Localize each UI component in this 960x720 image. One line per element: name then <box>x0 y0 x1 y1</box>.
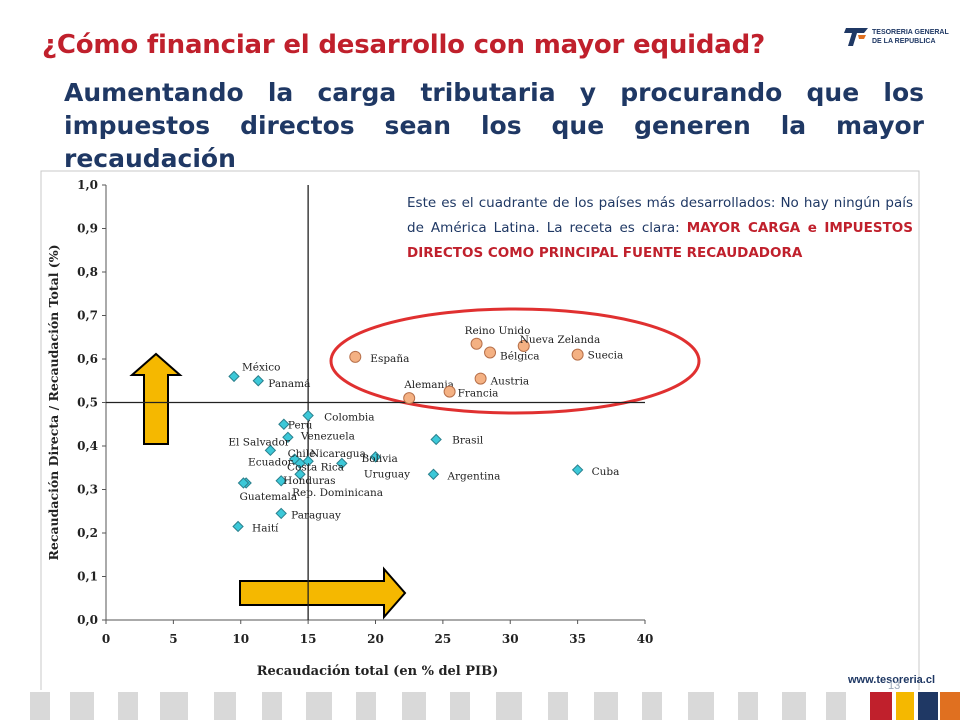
logo-line2: DE LA REPUBLICA <box>872 38 936 45</box>
point-label-austria: Austria <box>490 376 530 388</box>
scatter-chart: 0,0 0,1 0,2 0,3 0,4 0,5 0,6 0,7 0,8 0,9 1,0 0 5 10 15 2… <box>40 170 920 692</box>
logo-icon <box>844 28 868 46</box>
x-tick-label: 35 <box>569 632 586 646</box>
y-tick-label: 0,1 <box>77 570 98 584</box>
footer-url[interactable]: www.tesoreria.cl <box>848 674 936 686</box>
point-label-haiti: Haití <box>252 522 279 534</box>
point-label-nicaragua: Nicaragua <box>310 448 366 460</box>
point-cuba <box>571 464 584 476</box>
y-tick-label: 0,9 <box>77 222 98 236</box>
point-label-brasil: Brasil <box>452 434 484 446</box>
y-tick-label: 0,3 <box>77 483 98 497</box>
point-haiti <box>232 520 244 533</box>
point-suecia <box>571 348 584 361</box>
point-label-reino-unido: Reino Unido <box>465 325 531 337</box>
up-arrow-icon <box>129 352 183 445</box>
point-espana <box>349 350 362 363</box>
point-label-bolivia: Bolivia <box>362 453 398 465</box>
y-tick-label: 0,7 <box>77 309 98 323</box>
point-venezuela <box>282 431 294 444</box>
x-tick-label: 10 <box>232 632 249 646</box>
point-label-argentina: Argentina <box>446 470 500 482</box>
point-francia <box>443 385 456 398</box>
point-label-francia: Francia <box>458 388 499 400</box>
point-paraguay <box>275 507 287 520</box>
point-reino-unido <box>470 337 483 350</box>
page-number: 13 <box>888 680 901 692</box>
point-colombia <box>302 409 314 422</box>
x-tick-label: 20 <box>367 632 384 646</box>
logo-line1: TESORERIA GENERAL <box>872 29 949 36</box>
y-tick-label: 0,4 <box>77 439 98 453</box>
point-label-paraguay: Paraguay <box>291 509 341 521</box>
point-label-costa-rica: Costa Rica <box>287 461 344 473</box>
point-label-uruguay: Uruguay <box>364 468 410 480</box>
point-label-peru: Perú <box>288 419 313 431</box>
chart-svg: 0,0 0,1 0,2 0,3 0,4 0,5 0,6 0,7 0,8 0,9 1,0 0 5 10 15 2… <box>40 170 920 692</box>
axes-layer: 0,0 0,1 0,2 0,3 0,4 0,5 0,6 0,7 0,8 0,9 1,0 0 5 10 15 2… <box>46 178 653 679</box>
point-label-el-salvador: El Salvador <box>228 436 290 448</box>
point-label-rep-dominicana: Rep. Dominicana <box>292 487 383 499</box>
point-label-colombia: Colombia <box>324 412 374 424</box>
point-brasil <box>430 433 442 446</box>
tesoreria-logo: TESORERIA GENERAL DE LA REPUBLICA <box>844 24 949 50</box>
page-subtitle: Aumentando la carga tributaria y procura… <box>64 78 924 173</box>
point-panama <box>252 375 264 387</box>
point-belgica <box>484 346 497 359</box>
x-tick-label: 15 <box>300 632 317 646</box>
point-label-guatemala: Guatemala <box>239 491 297 503</box>
quadrant-annotation: Este es el cuadrante de los países más d… <box>407 191 913 266</box>
point-label-venezuela: Venezuela <box>300 430 355 442</box>
developed-countries-ellipse <box>329 307 701 415</box>
y-tick-label: 0,6 <box>77 352 98 366</box>
x-tick-label: 5 <box>169 632 177 646</box>
y-tick-label: 0,5 <box>77 396 98 410</box>
point-label-cuba: Cuba <box>592 466 620 478</box>
y-tick-label: 0,2 <box>77 526 98 540</box>
point-uruguay <box>336 457 348 470</box>
point-nicaragua <box>302 455 314 467</box>
annotation-highlight: MAYOR CARGA e IMPUESTOS DIRECTOS COMO PR… <box>407 220 913 261</box>
point-label-ecuador: Ecuador <box>248 456 294 468</box>
point-bolivia <box>369 451 382 463</box>
footer-strip <box>0 690 960 720</box>
point-el-salvador <box>264 444 277 457</box>
annotation-text: Este es el cuadrante de los países más d… <box>407 195 913 236</box>
x-axis-label: Recaudación total (en % del PIB) <box>257 664 499 679</box>
point-costa-rica <box>294 468 306 480</box>
point-argentina <box>427 468 440 480</box>
point-label-panama: Panamá <box>268 378 310 390</box>
point-label-honduras: Honduras <box>283 475 335 487</box>
point-label-suecia: Suecia <box>588 350 624 362</box>
x-tick-label: 0 <box>102 632 110 646</box>
point-austria <box>474 372 487 385</box>
point-label-alemania: Alemania <box>403 379 454 391</box>
right-arrow-icon <box>239 566 407 620</box>
x-tick-label: 40 <box>637 632 654 646</box>
point-label-espana: España <box>370 353 409 365</box>
point-guatemala <box>237 477 250 489</box>
point-label-mexico: México <box>242 361 280 373</box>
point-alemania <box>403 392 416 405</box>
point-mexico <box>228 370 240 383</box>
point-label-nueva-zelanda: Nueva Zelanda <box>520 334 601 346</box>
point-peru <box>278 418 290 430</box>
x-tick-label: 30 <box>502 632 519 646</box>
point-honduras <box>275 475 287 487</box>
point-nueva-zelanda <box>517 339 530 352</box>
y-tick-label: 0,0 <box>77 613 98 627</box>
y-axis-label: Recaudación Directa / Recaudación Total … <box>46 245 61 561</box>
x-tick-label: 25 <box>435 632 452 646</box>
point-label-belgica: Bélgica <box>500 350 540 362</box>
y-tick-label: 1,0 <box>77 178 98 192</box>
page-title: ¿Cómo financiar el desarrollo con mayor … <box>42 30 765 60</box>
y-tick-label: 0,8 <box>77 265 98 279</box>
